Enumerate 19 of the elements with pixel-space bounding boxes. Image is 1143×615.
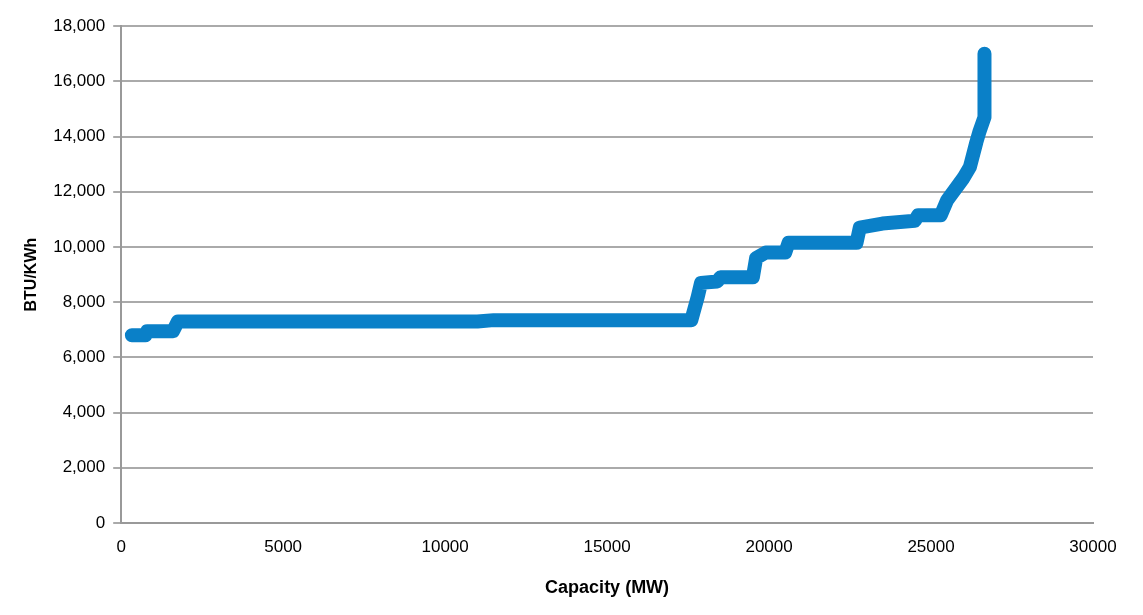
y-tick-label: 8,000 [62,291,106,311]
x-tick-label: 0 [116,536,126,556]
y-tick-label: 16,000 [53,71,106,91]
x-tick-label: 30000 [1069,536,1117,556]
y-tick-label: 18,000 [53,15,106,35]
y-tick-label: 10,000 [53,236,106,256]
y-tick-label: 6,000 [62,347,106,367]
y-tick-label: 12,000 [53,181,106,201]
y-tick-label: 4,000 [62,402,106,422]
y-axis-title: BTU/KWh [22,237,40,312]
x-tick-label: 5000 [264,536,303,556]
x-tick-label: 15000 [583,536,631,556]
x-axis-title: Capacity (MW) [545,577,670,598]
y-tick-label: 2,000 [62,457,106,477]
x-tick-label: 10000 [421,536,469,556]
x-tick-label: 20000 [745,536,793,556]
y-tick-label: 0 [95,512,106,532]
y-tick-label: 14,000 [53,126,106,146]
x-tick-label: 25000 [907,536,955,556]
